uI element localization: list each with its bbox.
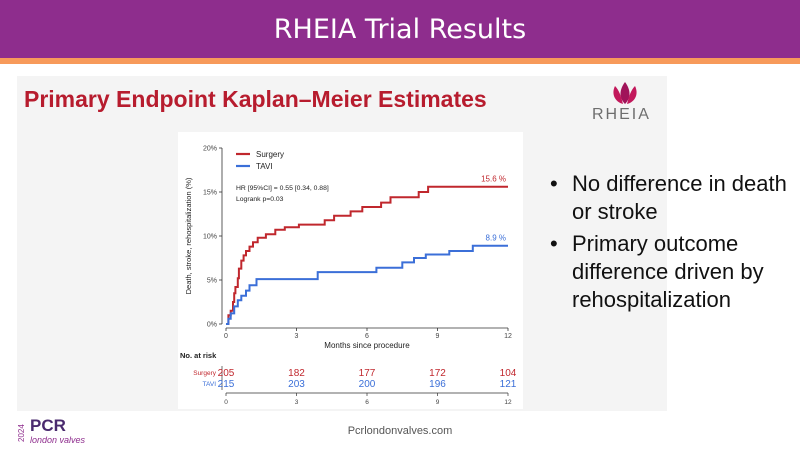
risk-table-tick-label: 6: [365, 399, 369, 406]
end-label-surgery: 15.6 %: [481, 175, 506, 184]
y-tick-label: 10%: [203, 234, 217, 241]
risk-table-tick-label: 0: [224, 399, 228, 406]
legend-label-surgery: Surgery: [256, 150, 284, 159]
x-tick-label: 12: [504, 333, 512, 340]
header-bar: [0, 0, 800, 58]
risk-value: 205: [218, 368, 235, 379]
x-tick-label: 3: [295, 333, 299, 340]
chart-annotation: Logrank p=0.03: [236, 196, 284, 203]
risk-value: 182: [288, 368, 305, 379]
risk-row-label: TAVI: [203, 381, 217, 388]
footer-url: Pcrlondonvalves.com: [347, 425, 453, 437]
header-accent-line: [0, 58, 800, 64]
x-tick-label: 0: [224, 333, 228, 340]
y-tick-label: 15%: [203, 190, 217, 197]
risk-value: 200: [359, 379, 376, 390]
y-tick-label: 5%: [207, 278, 217, 285]
km-curve-surgery: [226, 185, 508, 325]
slide-title: RHEIA Trial Results: [273, 14, 527, 45]
brand-name: PCR: [30, 416, 66, 435]
risk-value: 104: [500, 368, 517, 379]
risk-row-label: Surgery: [193, 370, 217, 377]
risk-table-title: No. at risk: [180, 351, 217, 360]
lotus-icon: [613, 82, 637, 104]
risk-table-tick-label: 12: [504, 399, 512, 406]
risk-value: 172: [429, 368, 446, 379]
pcr-london-valves-logo: 2024 PCR london valves: [17, 416, 86, 445]
km-chart: 0% 5% 10% 15% 20% 0 3 6 9 12 Months since procedur…: [178, 132, 523, 409]
rheia-logo-text: RHEIA: [592, 106, 651, 123]
slide-subtitle: Primary Endpoint Kaplan–Meier Estimates: [24, 86, 487, 112]
bullet-item: • Primary outcome difference driven by re…: [550, 231, 764, 312]
risk-value: 196: [429, 379, 446, 390]
key-findings-list: • No difference in death or stroke • Prima…: [548, 170, 798, 318]
x-tick-label: 6: [365, 333, 369, 340]
y-tick-label: 20%: [203, 146, 217, 153]
x-axis-title: Months since procedure: [324, 341, 410, 350]
chart-annotation: HR [95%CI] = 0.55 [0.34, 0.88]: [236, 185, 329, 192]
bullet-item: • No difference in death or stroke: [550, 171, 787, 224]
risk-table-tick-label: 3: [295, 399, 299, 406]
brand-subtitle: london valves: [30, 435, 86, 445]
end-label-tavi: 8.9 %: [486, 234, 506, 243]
bullet-text: Primary outcome difference driven by reh…: [572, 231, 764, 312]
y-axis-title: Death, stroke, rehospitalization (%): [184, 177, 193, 294]
bullet-text: No difference in death or stroke: [572, 171, 787, 224]
risk-table-tick-label: 9: [436, 399, 440, 406]
risk-value: 177: [359, 368, 376, 379]
risk-value: 215: [218, 379, 235, 390]
legend-label-tavi: TAVI: [256, 162, 273, 171]
risk-value: 203: [288, 379, 305, 390]
km-curve-tavi: [226, 244, 508, 325]
y-tick-label: 0%: [207, 322, 217, 329]
x-tick-label: 9: [436, 333, 440, 340]
brand-year: 2024: [17, 424, 26, 442]
risk-value: 121: [500, 379, 517, 390]
